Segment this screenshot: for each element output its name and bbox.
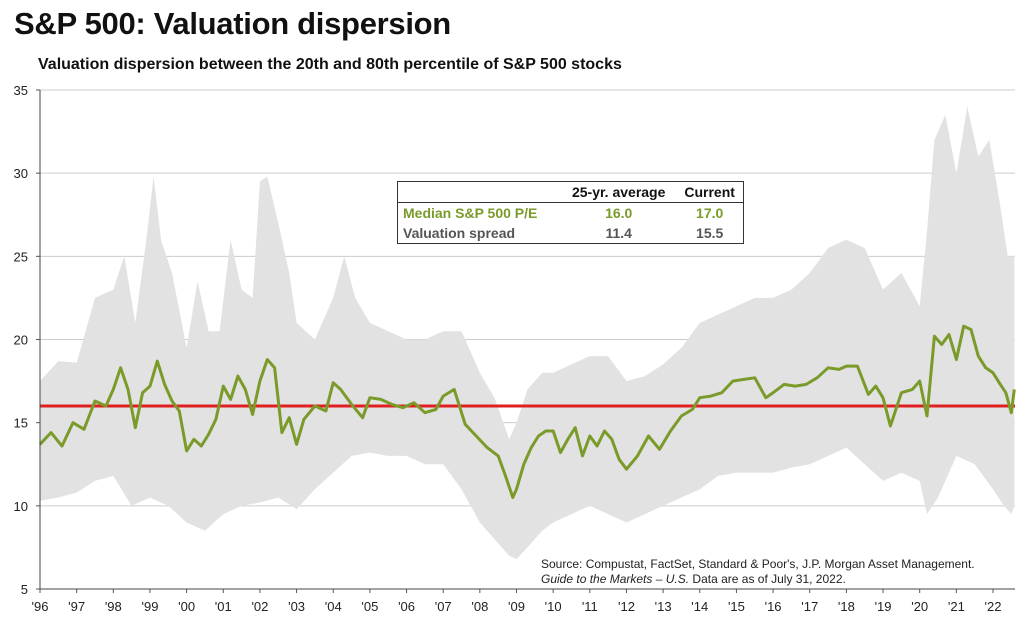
x-tick-label: '16 bbox=[765, 599, 782, 614]
x-tick-label: '01 bbox=[215, 599, 232, 614]
stats-row-current: 17.0 bbox=[696, 205, 724, 221]
stats-row-median: Median S&P 500 P/E 16.0 17.0 bbox=[398, 203, 744, 224]
x-tick-label: '07 bbox=[435, 599, 452, 614]
stats-header-average: 25-yr. average bbox=[561, 181, 677, 203]
x-tick-label: '06 bbox=[398, 599, 415, 614]
x-tick-label: '12 bbox=[618, 599, 635, 614]
x-tick-label: '17 bbox=[801, 599, 818, 614]
x-tick-label: '21 bbox=[948, 599, 965, 614]
stats-row-average: 11.4 bbox=[605, 225, 632, 241]
stats-header-blank bbox=[397, 181, 562, 203]
x-tick-label: '13 bbox=[655, 599, 672, 614]
x-tick-label: '20 bbox=[911, 599, 928, 614]
source-note: Source: Compustat, FactSet, Standard & P… bbox=[541, 557, 975, 587]
x-tick-label: '11 bbox=[582, 599, 598, 614]
x-tick-label: '98 bbox=[105, 599, 122, 614]
y-tick-label: 10 bbox=[14, 499, 28, 514]
source-date: Data are as of July 31, 2022. bbox=[689, 572, 846, 586]
source-line-2: Guide to the Markets – U.S. Data are as … bbox=[541, 572, 975, 587]
x-tick-label: '00 bbox=[178, 599, 195, 614]
y-tick-label: 5 bbox=[21, 582, 28, 597]
x-tick-label: '05 bbox=[361, 599, 378, 614]
y-tick-label: 15 bbox=[14, 416, 28, 431]
source-guide-title: Guide to the Markets – U.S. bbox=[541, 572, 690, 586]
y-tick-label: 20 bbox=[14, 333, 28, 348]
stats-row-average: 16.0 bbox=[605, 205, 633, 221]
x-tick-label: '96 bbox=[32, 599, 49, 614]
source-line-1: Source: Compustat, FactSet, Standard & P… bbox=[541, 557, 975, 571]
x-axis-ticks: '96 '97 '98 '99 '00 '01 '02 '03 '04 '05 '06 '07 '08 '… bbox=[32, 589, 1002, 614]
x-tick-label: '09 bbox=[508, 599, 525, 614]
median-pe-line bbox=[38, 324, 1016, 499]
x-tick-label: '18 bbox=[838, 599, 855, 614]
x-tick-label: '99 bbox=[141, 599, 158, 614]
chart-subtitle: Valuation dispersion between the 20th an… bbox=[38, 56, 622, 73]
stats-table: 25-yr. average Current Median S&P 500 P/… bbox=[397, 181, 744, 244]
y-axis-ticks: 5 10 15 20 25 30 35 bbox=[14, 83, 40, 597]
x-tick-label: '15 bbox=[728, 599, 745, 614]
x-tick-label: '08 bbox=[471, 599, 488, 614]
stats-row-current: 15.5 bbox=[696, 225, 724, 241]
x-tick-label: '04 bbox=[325, 599, 342, 614]
stats-row-label: Valuation spread bbox=[403, 225, 516, 241]
y-tick-label: 30 bbox=[14, 166, 28, 181]
stats-header-current: Current bbox=[676, 181, 744, 203]
y-tick-label: 25 bbox=[14, 249, 28, 264]
x-tick-label: '97 bbox=[68, 599, 85, 614]
stats-row-spread: Valuation spread 11.4 15.5 bbox=[398, 223, 744, 244]
stats-header-row: 25-yr. average Current bbox=[397, 181, 744, 203]
stats-row-label: Median S&P 500 P/E bbox=[403, 205, 538, 221]
y-tick-label: 35 bbox=[14, 83, 28, 98]
x-tick-label: '14 bbox=[691, 599, 708, 614]
chart-title: S&P 500: Valuation dispersion bbox=[14, 6, 451, 41]
x-tick-label: '03 bbox=[288, 599, 305, 614]
x-tick-label: '10 bbox=[545, 599, 562, 614]
x-tick-label: '19 bbox=[875, 599, 892, 614]
x-tick-label: '22 bbox=[985, 599, 1002, 614]
percentile-band bbox=[40, 106, 1015, 560]
x-tick-label: '02 bbox=[251, 599, 268, 614]
